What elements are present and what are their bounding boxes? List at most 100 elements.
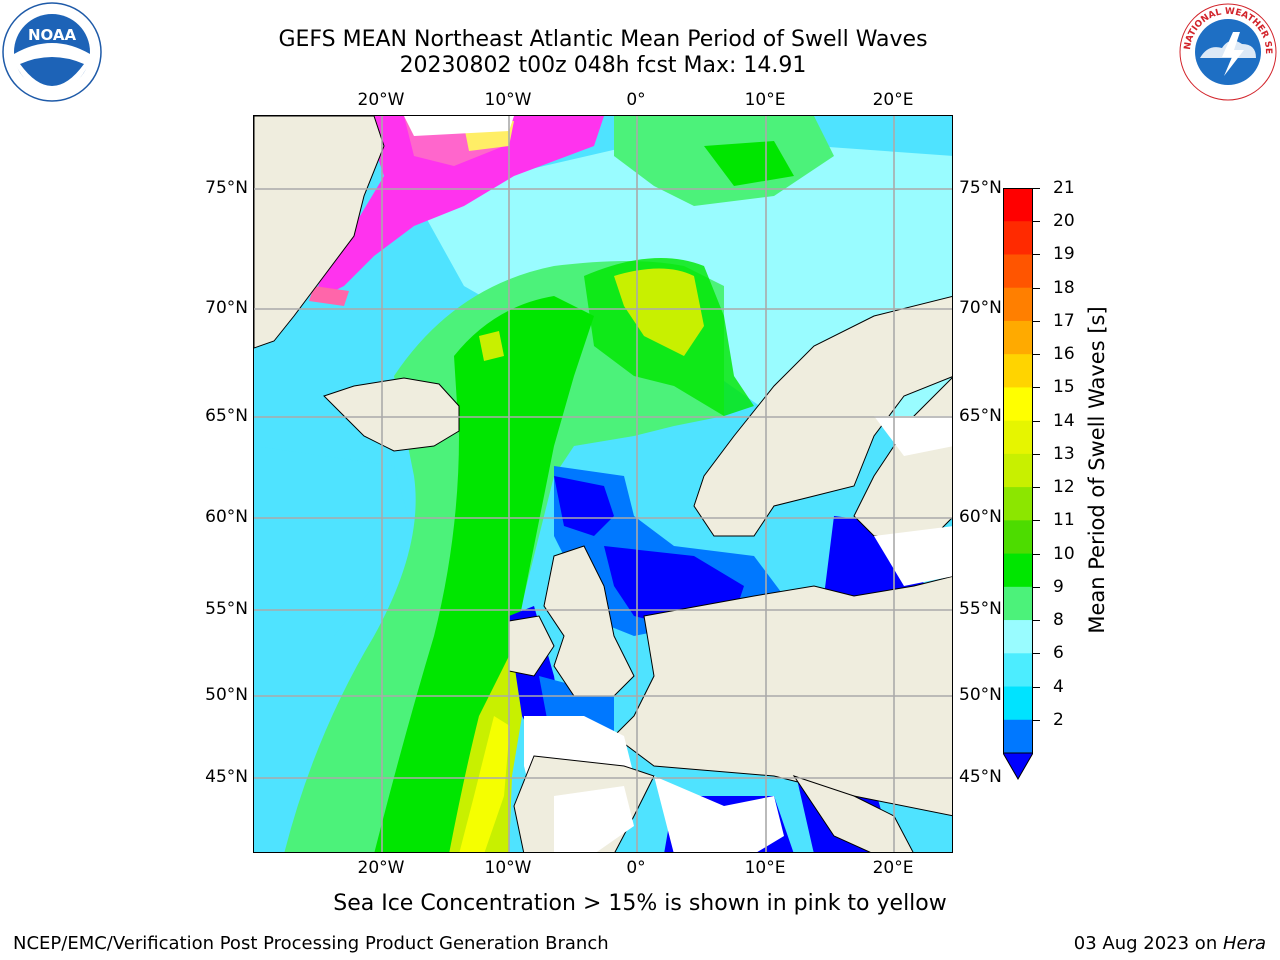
colorbar-segment	[1003, 254, 1033, 289]
lat-label-right: 45°N	[959, 767, 1002, 787]
colorbar-tick-label: 19	[1053, 244, 1075, 265]
lon-label-bottom: 20°E	[872, 858, 914, 878]
colorbar-segment	[1003, 686, 1033, 721]
colorbar-tick	[1033, 553, 1040, 555]
colorbar-segment	[1003, 520, 1033, 555]
lon-label-bottom: 10°E	[744, 858, 786, 878]
swell-period-map	[254, 116, 952, 852]
colorbar-tick-label: 2	[1053, 709, 1064, 730]
colorbar-extension	[1003, 752, 1033, 780]
colorbar-tick	[1033, 254, 1040, 256]
lon-label-bottom: 20°W	[357, 858, 405, 878]
lon-label-bottom: 0°	[626, 858, 646, 878]
colorbar-title: Mean Period of Swell Waves [s]	[1085, 306, 1109, 634]
ocean-west	[254, 446, 414, 656]
north-sea-blue-n	[554, 476, 614, 536]
land-italy-balkans	[792, 775, 914, 852]
colorbar-tick-label: 10	[1053, 543, 1075, 564]
host-name: Hera	[1222, 933, 1266, 954]
colorbar-segment	[1003, 420, 1033, 455]
iberia-yellow	[459, 716, 510, 852]
chart-subtitle: 20230802 t00z 048h fcst Max: 14.91	[399, 53, 807, 78]
land-iceland	[323, 377, 460, 452]
lat-label-right: 65°N	[959, 406, 1002, 426]
colorbar-tick	[1033, 719, 1040, 721]
lat-label-left: 55°N	[205, 599, 248, 619]
sea-ice-caption: Sea Ice Concentration > 15% is shown in …	[333, 891, 947, 916]
colorbar-tick	[1033, 620, 1040, 622]
colorbar-segment	[1003, 354, 1033, 388]
colorbar-segment	[1003, 553, 1033, 588]
colorbar-tick-label: 17	[1053, 310, 1075, 331]
colorbar-tick	[1033, 653, 1040, 655]
lat-label-right: 70°N	[959, 298, 1002, 318]
chart-title: GEFS MEAN Northeast Atlantic Mean Period…	[278, 27, 928, 52]
colorbar	[1003, 188, 1033, 780]
colorbar-tick	[1033, 487, 1040, 489]
lon-label-top: 10°W	[484, 90, 532, 110]
colorbar-segment	[1003, 221, 1033, 255]
graticule	[254, 116, 952, 852]
colorbar-tick-label: 9	[1053, 576, 1064, 597]
colorbar-tick	[1033, 586, 1040, 588]
colorbar-segment	[1003, 453, 1033, 488]
lat-label-left: 45°N	[205, 767, 248, 787]
run-date-text: 03 Aug 2023 on	[1073, 933, 1223, 954]
lat-label-left: 70°N	[205, 298, 248, 318]
colorbar-tick	[1033, 221, 1040, 223]
land-iberia-white	[554, 786, 634, 852]
lat-label-left: 60°N	[205, 507, 248, 527]
colorbar-outline	[1003, 188, 1033, 754]
lat-label-right: 75°N	[959, 178, 1002, 198]
run-date: 03 Aug 2023 on Hera	[1074, 933, 1266, 954]
credit-text: NCEP/EMC/Verification Post Processing Pr…	[13, 933, 609, 954]
colorbar-segment	[1003, 320, 1033, 355]
colorbar-tick-label: 16	[1053, 344, 1075, 365]
colorbar-tick	[1033, 686, 1040, 688]
colorbar-tick	[1033, 188, 1040, 189]
colorbar-segment	[1003, 620, 1033, 654]
colorbar-tick-label: 15	[1053, 377, 1075, 398]
colorbar-segment	[1003, 719, 1033, 754]
lat-label-right: 60°N	[959, 507, 1002, 527]
colorbar-segment	[1003, 387, 1033, 422]
lon-label-top: 20°E	[872, 90, 914, 110]
colorbar-tick	[1033, 520, 1040, 522]
green-band	[374, 296, 594, 852]
colorbar-tick-label: 12	[1053, 477, 1075, 498]
colorbar-tick-label: 8	[1053, 610, 1064, 631]
colorbar-tick	[1033, 420, 1040, 422]
colorbar-tick-label: 20	[1053, 211, 1075, 232]
lon-label-top: 0°	[626, 90, 646, 110]
barents-green-core	[704, 141, 794, 186]
lat-label-left: 50°N	[205, 685, 248, 705]
lat-label-left: 75°N	[205, 178, 248, 198]
colorbar-segment	[1003, 653, 1033, 688]
sea-ice-magenta	[314, 116, 604, 301]
colorbar-tick	[1033, 453, 1040, 455]
colorbar-segment	[1003, 188, 1033, 222]
lat-label-right: 50°N	[959, 685, 1002, 705]
land-greenland	[254, 116, 385, 349]
nws-logo: NATIONAL WEATHER SERVICE	[1178, 2, 1277, 101]
colorbar-tick-label: 6	[1053, 643, 1064, 664]
colorbar-tick-label: 21	[1053, 178, 1075, 198]
sea-ice-orange-patch	[309, 286, 349, 306]
lon-label-top: 10°E	[744, 90, 786, 110]
colorbar-tick	[1033, 320, 1040, 322]
land-med-white	[654, 776, 784, 852]
map-panel	[253, 115, 953, 853]
colorbar-tick-label: 4	[1053, 676, 1064, 697]
colorbar-tick-label: 13	[1053, 443, 1075, 464]
sea-ice-gap	[404, 116, 514, 136]
colorbar-tick	[1033, 354, 1040, 356]
colorbar-tick-label: 14	[1053, 410, 1075, 431]
colorbar-tick	[1033, 287, 1040, 289]
colorbar-segment	[1003, 487, 1033, 521]
colorbar-tick-label: 11	[1053, 510, 1075, 531]
noaa-logo: NOAA	[2, 2, 102, 102]
yellow-patch-north	[479, 331, 504, 361]
lat-label-left: 65°N	[205, 406, 248, 426]
colorbar-segment	[1003, 287, 1033, 322]
svg-text:NOAA: NOAA	[28, 26, 77, 44]
